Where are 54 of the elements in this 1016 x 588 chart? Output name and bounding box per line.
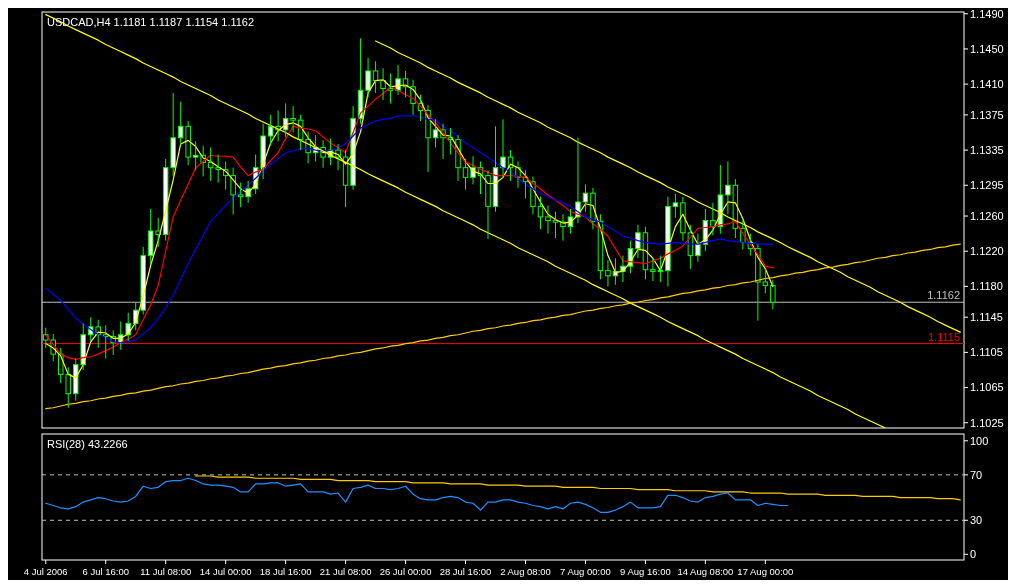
candlestick (635, 224, 641, 259)
y-tick-label: 1.1295 (970, 179, 1004, 192)
line-series (45, 243, 961, 410)
y-tick-label: 1.1260 (970, 209, 1004, 222)
y-tick-label: 1.1490 (970, 7, 1004, 20)
y-tick-label: 1.1410 (970, 77, 1004, 90)
line-series (195, 475, 961, 501)
y-tick-label: 1.1375 (970, 108, 1004, 121)
line-series (45, 477, 789, 513)
x-tick-label: 6 Jul 16:00 (82, 566, 129, 577)
line-series (45, 14, 886, 428)
candlestick (545, 204, 551, 235)
x-tick-label: 28 Jul 16:00 (439, 566, 492, 577)
candlestick (605, 259, 611, 287)
y-tick-label: 1.1180 (970, 280, 1003, 293)
chart-title: RSI(28) 43.2266 (47, 438, 128, 450)
x-tick-label: 21 Jul 08:00 (319, 566, 372, 577)
candlestick (380, 67, 386, 101)
candlestick (432, 118, 439, 148)
x-tick-label: 11 Jul 08:00 (140, 566, 192, 577)
x-tick-label: 2 Aug 08:00 (500, 566, 551, 577)
y-tick-label: 1.1335 (970, 143, 1004, 156)
candlestick (665, 196, 671, 287)
x-tick-label: 18 Jul 16:00 (259, 566, 312, 577)
y-tick-label: 0 (970, 548, 977, 561)
x-tick-label: 26 Jul 00:00 (379, 566, 432, 577)
x-tick-label: 17 Aug 00:00 (737, 566, 794, 577)
candlestick (500, 118, 506, 177)
ref-line-label: 1.1162 (927, 289, 960, 302)
candlestick (365, 57, 371, 98)
y-tick-label: 70 (970, 468, 983, 481)
candlestick (770, 279, 776, 310)
y-tick-label: 1.1025 (970, 416, 1004, 429)
candlestick (650, 257, 656, 282)
y-tick-label: 1.1065 (970, 381, 1004, 394)
candlestick (230, 167, 236, 215)
candlestick (672, 193, 679, 219)
x-tick-label: 7 Aug 00:00 (560, 566, 611, 577)
candlestick (537, 196, 544, 230)
y-tick-label: 1.1105 (970, 346, 1003, 359)
x-tick-label: 4 Jul 2006 (23, 566, 68, 577)
x-tick-label: 14 Jul 00:00 (199, 566, 252, 577)
x-tick-label: 14 Aug 08:00 (677, 566, 734, 577)
candlestick (485, 169, 491, 240)
y-tick-label: 1.1450 (970, 42, 1004, 55)
y-tick-label: 1.1145 (970, 311, 1003, 324)
y-tick-label: 100 (970, 434, 989, 447)
candlestick (462, 158, 469, 191)
ref-line-label: 1.1115 (927, 330, 960, 343)
y-tick-label: 30 (970, 514, 983, 527)
x-tick-label: 9 Aug 16:00 (620, 566, 671, 577)
candlestick (582, 183, 589, 213)
line-series (45, 115, 774, 344)
y-tick-label: 1.1220 (970, 245, 1004, 258)
